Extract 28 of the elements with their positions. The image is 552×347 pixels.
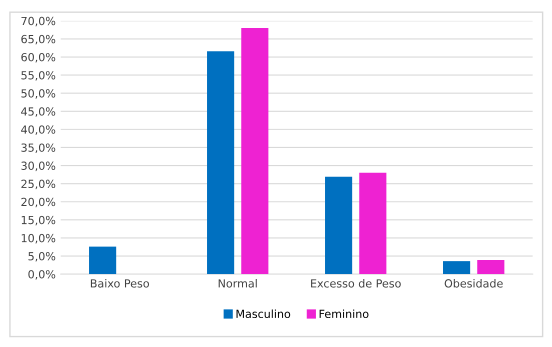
bar (359, 172, 386, 274)
legend-label: Masculino (236, 309, 290, 318)
bar (325, 176, 352, 274)
legend-label: Feminino (320, 309, 368, 318)
y-tick-label: 40,0% (21, 125, 56, 135)
y-tick-label: 5,0% (28, 252, 56, 262)
y-tick-label: 50,0% (21, 89, 56, 99)
x-tick-label: Baixo Peso (90, 278, 150, 288)
y-tick-label: 20,0% (21, 198, 56, 208)
x-tick-label: Normal (218, 278, 257, 288)
bar (241, 28, 268, 274)
y-tick-label: 65,0% (21, 34, 56, 44)
y-tick-label: 45,0% (21, 107, 56, 117)
x-tick-label: Obesidade (444, 278, 503, 288)
y-tick-label: 30,0% (21, 162, 56, 172)
y-tick-label: 25,0% (21, 180, 56, 190)
y-tick-label: 10,0% (22, 234, 56, 244)
y-tick-label: 70,0% (21, 16, 56, 26)
bar (89, 246, 116, 274)
x-tick-label: Excesso de Peso (311, 278, 401, 288)
bar (207, 51, 234, 274)
y-tick-label: 15,0% (22, 216, 56, 226)
y-tick-label: 0,0% (28, 270, 56, 280)
y-tick-label: 35,0% (21, 143, 56, 153)
y-tick-label: 60,0% (21, 52, 56, 63)
bar (443, 261, 470, 274)
bar (477, 260, 504, 274)
y-tick-label: 55,0% (21, 71, 56, 81)
